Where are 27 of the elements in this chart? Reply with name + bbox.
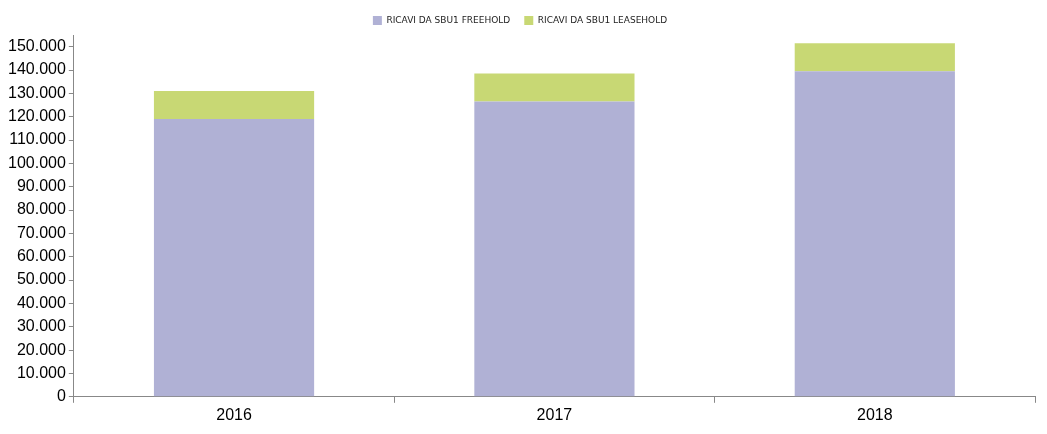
y-tick-label: 70.000 xyxy=(16,223,66,241)
y-tick-label: 100.000 xyxy=(7,153,66,171)
y-tick-label: 110.000 xyxy=(9,130,66,148)
legend-label: RICAVI DA SBU1 FREEHOLD xyxy=(386,14,511,25)
bar xyxy=(153,119,315,397)
y-tick-label: 140.000 xyxy=(7,60,66,78)
y-tick-label: 10.000 xyxy=(16,363,66,381)
bar xyxy=(474,101,635,397)
y-tick-label: 30.000 xyxy=(16,317,66,335)
y-tick-label: 40.000 xyxy=(16,293,66,311)
y-tick-label: 130.000 xyxy=(7,83,66,101)
y-tick-label: 80.000 xyxy=(16,200,66,218)
bar xyxy=(794,71,955,397)
x-tick-label: 2017 xyxy=(536,405,573,423)
y-tick-label: 150.000 xyxy=(7,37,66,55)
legend-label: RICAVI DA SBU1 LEASEHOLD xyxy=(537,14,668,25)
y-tick-label: 60.000 xyxy=(16,247,66,265)
y-tick-label: 90.000 xyxy=(16,177,66,195)
bar xyxy=(794,43,955,72)
y-tick-label: 0 xyxy=(56,387,66,405)
bar xyxy=(474,73,635,102)
y-tick-label: 120.000 xyxy=(7,107,66,125)
y-tick-label: 50.000 xyxy=(16,270,66,288)
y-tick-label: 20.000 xyxy=(16,340,66,358)
x-tick-label: 2016 xyxy=(216,405,252,423)
x-tick-label: 2018 xyxy=(857,405,893,423)
bar xyxy=(153,91,315,120)
